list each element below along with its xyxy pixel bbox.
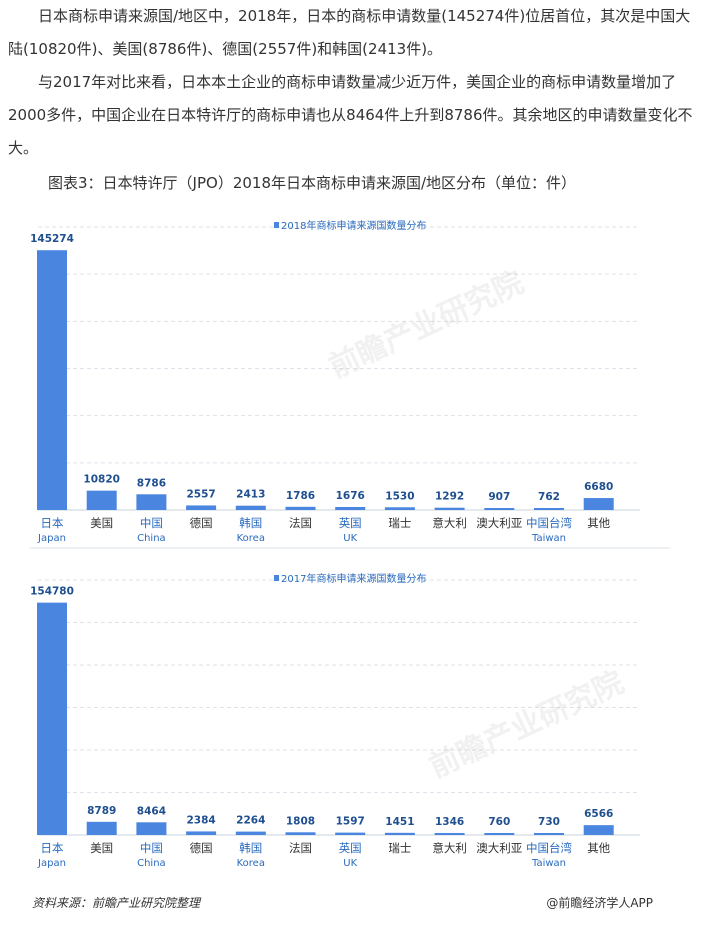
tick-label: 法国	[289, 841, 312, 855]
tick-label: 其他	[587, 841, 610, 855]
bar	[484, 508, 515, 510]
tick-label-en: UK	[343, 858, 357, 869]
data-label: 1292	[435, 491, 464, 503]
bar	[484, 833, 515, 835]
tick-label: 中国	[140, 841, 163, 855]
tick-label-en: Japan	[37, 533, 66, 544]
source-note: 资料来源：前瞻产业研究院整理	[32, 896, 201, 910]
tick-label: 韩国	[239, 516, 262, 530]
data-label: 6566	[584, 808, 613, 820]
tick-label: 德国	[190, 516, 213, 530]
bar	[434, 832, 465, 835]
paragraph-2: 与2017年对比来看，日本本土企业的商标申请数量减少近万件，美国企业的商标申请数…	[8, 73, 693, 157]
bar	[384, 507, 415, 510]
bar	[235, 831, 266, 835]
tick-label: 中国	[140, 516, 163, 530]
data-label: 907	[488, 491, 510, 503]
legend-swatch	[274, 222, 279, 228]
data-label: 760	[488, 816, 510, 828]
data-label: 8464	[137, 805, 166, 817]
tick-label-en: Japan	[37, 858, 66, 869]
data-label: 145274	[30, 233, 74, 245]
bar	[583, 825, 614, 835]
bar	[37, 250, 67, 510]
bar	[285, 506, 316, 510]
bar	[384, 832, 415, 835]
bar	[335, 507, 366, 510]
bar	[136, 494, 167, 510]
tick-label: 其他	[587, 516, 610, 530]
chart-2018: 2018年商标申请来源国数量分布 145274 日本 Japan 10820 美国 8786…	[30, 215, 670, 550]
tick-label-en: Taiwan	[531, 858, 566, 869]
data-label: 2384	[186, 814, 215, 826]
data-label: 1676	[336, 490, 365, 502]
tick-label: 韩国	[239, 841, 262, 855]
tick-label: 中国台湾	[526, 516, 572, 530]
bar	[136, 822, 167, 835]
tick-label: 英国	[339, 516, 362, 530]
data-label: 2413	[236, 489, 265, 501]
data-label: 154780	[30, 586, 74, 598]
tick-label-en: China	[137, 533, 166, 544]
tick-label-en: Korea	[237, 533, 265, 544]
tick-label: 英国	[339, 841, 362, 855]
data-label: 1530	[385, 490, 414, 502]
bar	[235, 505, 266, 510]
data-label: 10820	[83, 474, 120, 486]
tick-label: 中国台湾	[526, 841, 572, 855]
tick-label: 美国	[90, 841, 113, 855]
bar	[86, 821, 117, 835]
bar	[534, 833, 564, 835]
tick-label: 法国	[289, 516, 312, 530]
data-label: 1786	[286, 490, 315, 502]
tick-label: 德国	[190, 841, 213, 855]
bar	[285, 832, 316, 835]
tick-label: 日本	[41, 841, 64, 855]
data-label: 2264	[236, 815, 265, 827]
tick-label: 美国	[90, 516, 113, 530]
figure-title: 图表3：日本特许厅（JPO）2018年日本商标申请来源国/地区分布（单位：件）	[48, 174, 577, 192]
paragraph-1: 日本商标申请来源国/地区中，2018年，日本的商标申请数量(145274件)位居…	[8, 7, 691, 58]
bar	[583, 498, 614, 510]
tick-label: 澳大利亚	[476, 516, 522, 530]
legend-label: 2018年商标申请来源国数量分布	[281, 219, 426, 232]
data-label: 762	[538, 491, 560, 503]
bar	[86, 490, 117, 510]
tick-label-en: Korea	[237, 858, 265, 869]
data-label: 6680	[584, 481, 613, 493]
data-label: 2557	[186, 488, 215, 500]
tick-label-en: UK	[343, 533, 357, 544]
bar	[37, 602, 67, 835]
tick-label: 意大利	[432, 841, 467, 855]
data-label: 730	[538, 816, 560, 828]
tick-label: 瑞士	[388, 516, 411, 530]
legend-label: 2017年商标申请来源国数量分布	[281, 572, 426, 585]
tick-label: 日本	[41, 516, 64, 530]
data-label: 1451	[385, 816, 414, 828]
data-label: 1597	[336, 816, 365, 828]
legend-swatch	[274, 575, 279, 581]
tick-label-en: Taiwan	[531, 533, 566, 544]
tick-label: 澳大利亚	[476, 841, 522, 855]
data-label: 1808	[286, 815, 315, 827]
tick-label: 瑞士	[388, 841, 411, 855]
data-label: 8786	[137, 477, 166, 489]
data-label: 8789	[87, 805, 116, 817]
bar	[186, 831, 217, 835]
bar	[335, 832, 366, 835]
bar	[434, 507, 465, 510]
credit: @前瞻经济学人APP	[546, 896, 653, 910]
bar	[186, 505, 217, 510]
tick-label-en: China	[137, 858, 166, 869]
data-label: 1346	[435, 816, 464, 828]
tick-label: 意大利	[432, 516, 467, 530]
bar	[534, 508, 564, 510]
chart-2017: 2017年商标申请来源国数量分布 154780 日本 Japan 8789 美国 8464 中…	[30, 550, 670, 885]
